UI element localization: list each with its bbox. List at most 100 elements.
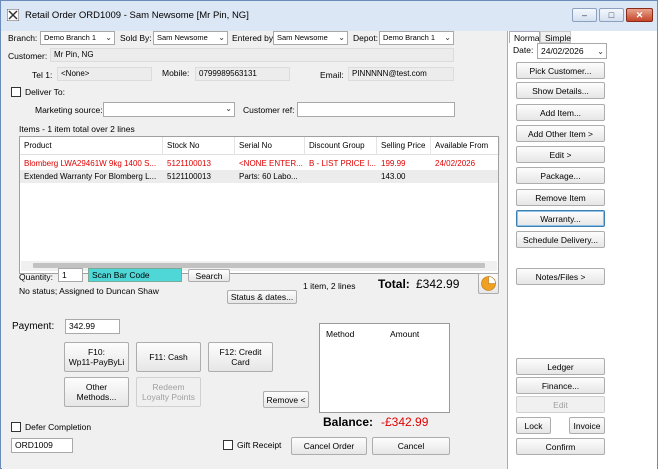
minimize-icon: – bbox=[581, 10, 587, 20]
row-serial-no: Parts: 60 Labo... bbox=[239, 172, 298, 181]
method-column: Method bbox=[326, 329, 355, 339]
branch-select[interactable]: Demo Branch 1 ⌄ bbox=[40, 31, 115, 45]
depot-label: Depot: bbox=[353, 33, 379, 43]
lock-button[interactable]: Lock bbox=[516, 417, 551, 434]
balance-label: Balance: bbox=[323, 415, 374, 429]
marketing-source-label: Marketing source: bbox=[35, 105, 103, 115]
chevron-down-icon: ⌄ bbox=[225, 104, 232, 113]
order-main-panel: Branch: Demo Branch 1 ⌄ Sold By: Sam News… bbox=[2, 31, 507, 469]
gift-receipt-label: Gift Receipt bbox=[237, 440, 282, 450]
minimize-button[interactable]: – bbox=[572, 8, 597, 22]
maximize-button[interactable]: □ bbox=[599, 8, 624, 22]
mobile-field: 0799989563131 bbox=[195, 67, 290, 81]
payment-input[interactable]: 342.99 bbox=[65, 319, 120, 334]
date-picker[interactable]: 24/02/2026 ⌄ bbox=[537, 43, 607, 59]
quantity-input[interactable]: 1 bbox=[58, 268, 83, 282]
window-title: Retail Order ORD1009 - Sam Newsome [Mr P… bbox=[25, 10, 249, 21]
table-row[interactable]: Blomberg LWA29461W 9kg 1400 S... 5121100… bbox=[20, 157, 498, 170]
row-available-from: 24/02/2026 bbox=[435, 159, 476, 168]
status-text: No status; Assigned to Duncan Shaw bbox=[19, 286, 159, 296]
items-grid: Product Stock No Serial No Discount Grou… bbox=[19, 136, 500, 274]
horizontal-scrollbar[interactable] bbox=[21, 261, 497, 271]
column-selling-price[interactable]: Selling Price bbox=[377, 137, 431, 155]
quantity-label: Quantity: bbox=[19, 272, 54, 282]
package-button[interactable]: Package... bbox=[516, 167, 605, 184]
chart-button[interactable] bbox=[478, 273, 499, 294]
maximize-icon: □ bbox=[608, 10, 615, 20]
search-button[interactable]: Search bbox=[188, 269, 230, 282]
defer-completion-checkbox[interactable] bbox=[11, 422, 21, 432]
invoice-button[interactable]: Invoice bbox=[569, 417, 605, 434]
email-field: PINNNNN@test.com bbox=[348, 67, 454, 81]
f10-pay-button[interactable]: F10: Wp11-PayByLi bbox=[64, 342, 129, 372]
depot-select[interactable]: Demo Branch 1 ⌄ bbox=[379, 31, 454, 45]
customer-label: Customer: bbox=[8, 51, 48, 61]
finance-button[interactable]: Finance... bbox=[516, 377, 605, 394]
status-dates-button[interactable]: Status & dates... bbox=[227, 290, 297, 304]
close-button[interactable]: ✕ bbox=[626, 8, 653, 22]
column-available-from[interactable]: Available From bbox=[431, 137, 500, 155]
item-count: 1 item, 2 lines bbox=[303, 281, 356, 291]
cancel-button[interactable]: Cancel bbox=[372, 437, 450, 455]
marketing-source-select[interactable]: ⌄ bbox=[103, 102, 235, 117]
customer-ref-input[interactable] bbox=[297, 102, 455, 117]
total-value: £342.99 bbox=[416, 277, 460, 291]
column-serial-no[interactable]: Serial No bbox=[235, 137, 305, 155]
ledger-button[interactable]: Ledger bbox=[516, 358, 605, 375]
customer-field: Mr Pin, NG bbox=[50, 48, 454, 62]
scrollbar-thumb[interactable] bbox=[33, 263, 485, 268]
warranty-button[interactable]: Warranty... bbox=[516, 210, 605, 227]
table-row[interactable]: Extended Warranty For Blomberg L... 5121… bbox=[20, 170, 498, 183]
pie-chart-icon bbox=[481, 276, 496, 291]
gift-receipt-checkbox[interactable] bbox=[223, 440, 233, 450]
row-serial-no: <NONE ENTER... bbox=[239, 159, 303, 168]
pick-customer-button[interactable]: Pick Customer... bbox=[516, 62, 605, 79]
row-selling-price: 199.99 bbox=[381, 159, 406, 168]
remove-item-button[interactable]: Remove Item bbox=[516, 189, 605, 206]
row-stock-no: 5121100013 bbox=[167, 159, 211, 168]
redeem-loyalty-button[interactable]: Redeem Loyalty Points bbox=[136, 377, 201, 407]
row-product: Extended Warranty For Blomberg L... bbox=[24, 172, 157, 181]
entered-by-select[interactable]: Sam Newsome ⌄ bbox=[273, 31, 348, 45]
add-item-button[interactable]: Add Item... bbox=[516, 104, 605, 121]
scan-barcode-input[interactable]: Scan Bar Code bbox=[88, 268, 182, 282]
chevron-down-icon: ⌄ bbox=[218, 33, 225, 42]
confirm-button[interactable]: Confirm bbox=[516, 438, 605, 455]
balance-value: -£342.99 bbox=[381, 415, 429, 429]
show-details-button[interactable]: Show Details... bbox=[516, 82, 605, 99]
order-number-field[interactable]: ORD1009 bbox=[11, 438, 73, 453]
column-stock-no[interactable]: Stock No bbox=[163, 137, 235, 155]
schedule-delivery-button[interactable]: Schedule Delivery... bbox=[516, 231, 605, 248]
deliver-to-checkbox[interactable] bbox=[11, 87, 21, 97]
cancel-order-button[interactable]: Cancel Order bbox=[291, 437, 367, 455]
add-other-item-button[interactable]: Add Other Item > bbox=[516, 125, 605, 142]
column-discount-group[interactable]: Discount Group bbox=[305, 137, 377, 155]
other-methods-button[interactable]: Other Methods... bbox=[64, 377, 129, 407]
mobile-label: Mobile: bbox=[162, 68, 190, 78]
total-label: Total: bbox=[378, 277, 410, 291]
tel1-label: Tel 1: bbox=[32, 70, 53, 80]
row-discount-group: B - LIST PRICE I... bbox=[309, 159, 376, 168]
edit-item-button[interactable]: Edit > bbox=[516, 146, 605, 163]
edit-button[interactable]: Edit bbox=[516, 396, 605, 413]
column-product[interactable]: Product bbox=[20, 137, 163, 155]
sold-by-select[interactable]: Sam Newsome ⌄ bbox=[153, 31, 228, 45]
f11-cash-button[interactable]: F11: Cash bbox=[136, 342, 201, 372]
tab-normal[interactable]: Normal bbox=[509, 31, 541, 43]
notes-files-button[interactable]: Notes/Files > bbox=[516, 268, 605, 285]
payment-methods-list: Method Amount bbox=[319, 323, 450, 413]
row-selling-price: 143.00 bbox=[381, 172, 406, 181]
items-summary: Items - 1 item total over 2 lines bbox=[19, 124, 135, 134]
payment-label: Payment: bbox=[12, 321, 55, 332]
items-grid-header: Product Stock No Serial No Discount Grou… bbox=[20, 137, 500, 155]
row-stock-no: 5121100013 bbox=[167, 172, 211, 181]
f12-credit-card-button[interactable]: F12: Credit Card bbox=[208, 342, 273, 372]
row-available-from bbox=[431, 170, 500, 183]
branch-label: Branch: bbox=[8, 33, 38, 43]
remove-payment-button[interactable]: Remove < bbox=[263, 391, 309, 408]
deliver-to-label: Deliver To: bbox=[25, 87, 65, 97]
tab-simple[interactable]: Simple bbox=[540, 31, 571, 43]
customer-ref-label: Customer ref: bbox=[243, 105, 295, 115]
sold-by-label: Sold By: bbox=[120, 33, 152, 43]
